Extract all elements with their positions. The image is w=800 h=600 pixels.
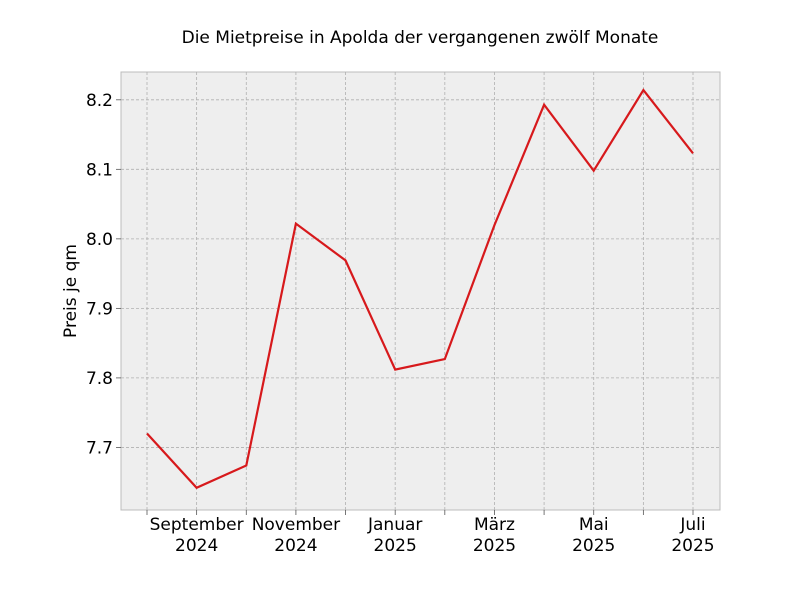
y-tick-label: 8.1 [86, 160, 113, 180]
plot-area [120, 71, 721, 511]
x-tick-label: November 2024 [252, 515, 340, 556]
series-line [146, 88, 694, 490]
x-tick-label: September 2024 [150, 515, 244, 556]
x-tick-label: März 2025 [473, 515, 516, 556]
chart-title: Die Mietpreise in Apolda der vergangenen… [182, 28, 659, 48]
y-tick-label: 7.7 [86, 438, 113, 458]
series-layer [146, 88, 694, 490]
x-tick-label: Januar 2025 [367, 515, 422, 556]
x-tick-label: Juli 2025 [671, 515, 714, 556]
y-axis-label: Preis je qm [61, 244, 81, 338]
y-tick-label: 7.9 [86, 299, 113, 319]
axis-ticks [116, 99, 694, 515]
x-tick-label: Mai 2025 [572, 515, 615, 556]
y-tick-label: 8.2 [86, 91, 113, 111]
y-tick-label: 8.0 [86, 230, 113, 250]
y-tick-label: 7.8 [86, 369, 113, 389]
grid [121, 72, 720, 510]
